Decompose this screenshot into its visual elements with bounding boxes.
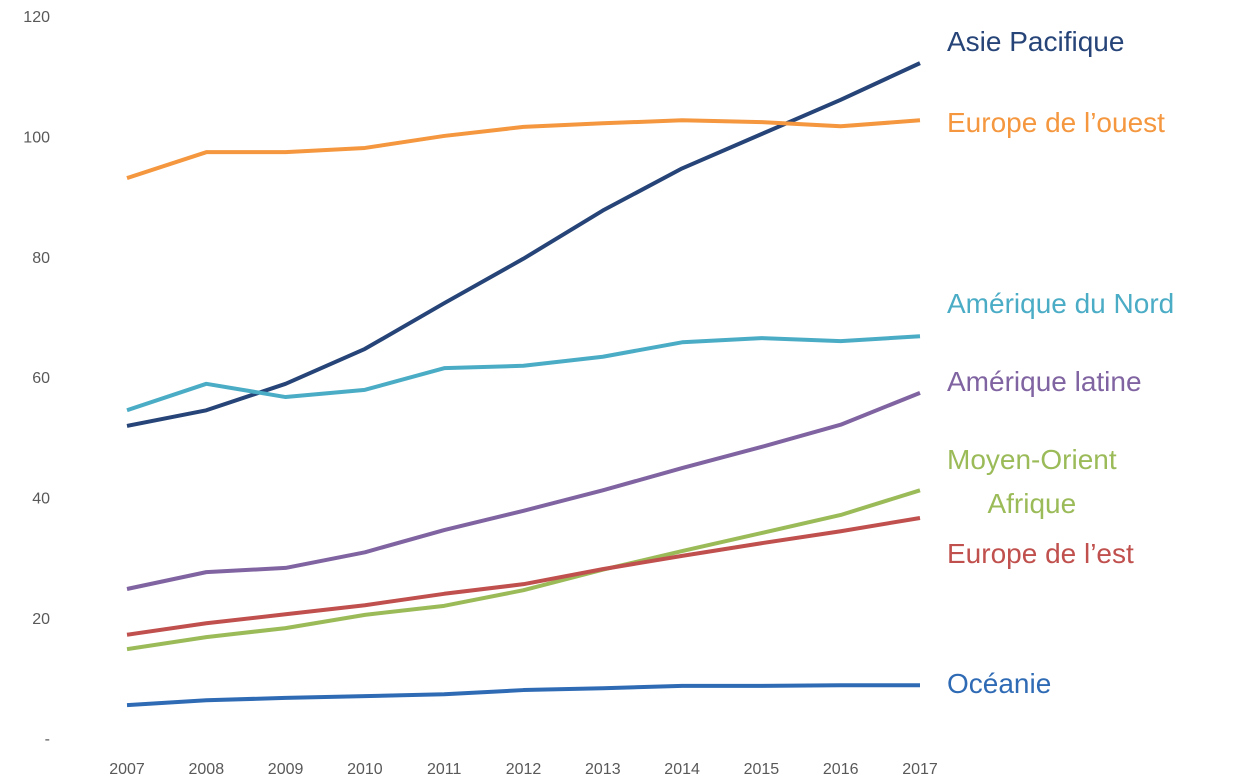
- series-label: Moyen-Orient Afrique: [947, 444, 1117, 519]
- x-tick-label: 2010: [347, 761, 383, 778]
- y-tick-label: 20: [32, 611, 50, 628]
- series-label: Europe de l’ouest: [947, 107, 1165, 138]
- y-tick-label: 40: [32, 491, 50, 508]
- series-label: Amérique du Nord: [947, 288, 1175, 319]
- series-label: Amérique latine: [947, 366, 1142, 397]
- series-line: [126, 61, 921, 428]
- x-tick-label: 2013: [585, 761, 621, 778]
- y-tick-label: 80: [32, 250, 50, 267]
- series-line: [126, 488, 921, 652]
- series-line: [126, 683, 920, 708]
- x-tick-label: 2008: [189, 761, 225, 778]
- series-label: Océanie: [947, 668, 1052, 699]
- x-tick-label: 2017: [902, 761, 938, 778]
- x-tick-label: 2011: [427, 761, 462, 778]
- x-tick-label: 2012: [506, 761, 542, 778]
- x-tick-label: 2007: [109, 761, 145, 778]
- x-tick-label: 2009: [268, 761, 304, 778]
- x-tick-label: 2014: [664, 761, 700, 778]
- y-tick-label: 100: [23, 130, 50, 147]
- series-label: Asie Pacifique: [947, 26, 1125, 57]
- x-tick-label: 2016: [823, 761, 859, 778]
- y-tick-label: 120: [23, 9, 50, 26]
- y-tick-label: -: [45, 731, 50, 748]
- y-tick-label: 60: [32, 370, 50, 387]
- series-line: [126, 334, 921, 413]
- series-line: [126, 516, 921, 637]
- series-label: Europe de l’est: [947, 538, 1134, 569]
- series-line: [126, 118, 921, 180]
- x-tick-label: 2015: [744, 761, 780, 778]
- series-line: [126, 390, 921, 591]
